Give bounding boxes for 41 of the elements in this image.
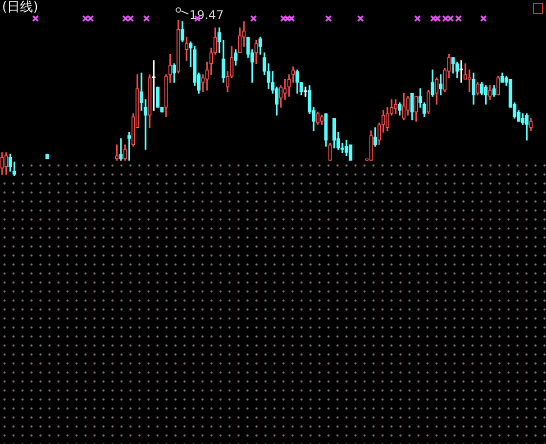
candlestick — [406, 96, 410, 116]
candlestick — [8, 154, 12, 172]
chart-title: (日线) — [2, 0, 38, 16]
candlestick — [127, 132, 131, 161]
candlestick — [455, 62, 459, 78]
candlestick — [316, 112, 320, 125]
candlestick — [332, 118, 336, 148]
candlestick — [468, 70, 472, 92]
candlestick — [180, 21, 184, 42]
candlestick — [164, 74, 168, 118]
candlestick — [184, 36, 188, 61]
candlestick — [304, 86, 308, 97]
candlestick — [291, 66, 295, 83]
candlestick — [300, 82, 304, 96]
candlestick — [438, 74, 443, 96]
candlestick — [168, 54, 172, 83]
candlestick — [258, 36, 262, 55]
candlestick — [472, 72, 476, 105]
candlestick — [410, 92, 414, 120]
candlestick — [488, 85, 492, 100]
candlestick — [287, 74, 291, 97]
candlestick — [394, 99, 398, 114]
candlestick — [348, 144, 352, 161]
annotation: 19.47 — [189, 8, 224, 22]
candlestick — [119, 138, 123, 161]
candlestick — [398, 102, 402, 116]
candlestick — [414, 96, 418, 122]
candlestick — [324, 113, 328, 147]
candlestick — [426, 90, 430, 114]
candlestick — [283, 78, 287, 100]
candlestick — [476, 82, 480, 96]
candlestick — [172, 63, 176, 83]
candlestick — [520, 113, 525, 125]
candlestick — [459, 60, 464, 83]
candlestick — [529, 118, 533, 132]
candlestick — [430, 70, 434, 97]
candlestick — [148, 74, 152, 128]
candlestick — [492, 85, 496, 97]
candlestick — [234, 49, 238, 66]
candlestick — [254, 40, 258, 64]
candlestick — [176, 20, 180, 74]
